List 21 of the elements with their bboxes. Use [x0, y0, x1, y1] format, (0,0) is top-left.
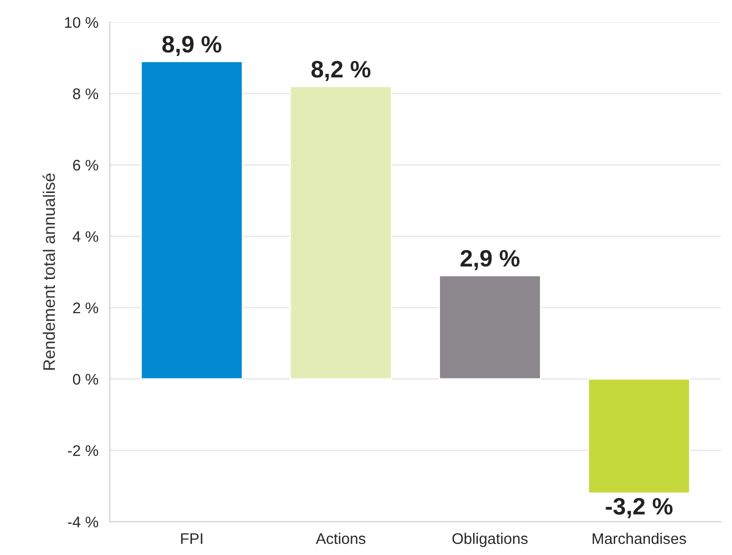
x-tick-label: FPI — [181, 533, 202, 544]
x-tick-label: Actions — [316, 532, 366, 544]
y-tick-label: 10 % — [65, 17, 98, 28]
data-label: 2,9 % — [460, 250, 520, 270]
data-label: -3,2 % — [606, 498, 673, 518]
y-tick-label: -2 % — [68, 445, 98, 456]
data-label: 8,9 % — [162, 36, 222, 56]
y-tick-label: 0 % — [72, 374, 98, 385]
x-tick-label: Obligations — [452, 532, 528, 548]
x-tick-label: Marchandises — [592, 532, 686, 544]
y-tick-label: 8 % — [73, 88, 98, 100]
y-axis-title: Rendement total annualisé — [42, 174, 56, 370]
y-tick-label: 6 % — [73, 160, 98, 171]
data-label: 8,2 % — [311, 60, 370, 82]
bar — [140, 60, 244, 380]
y-tick-label: 2 % — [73, 302, 98, 314]
bar — [588, 378, 690, 494]
bar — [438, 274, 542, 380]
bar — [289, 86, 392, 380]
y-tick-label: 4 % — [72, 231, 98, 242]
y-tick-label: -4 % — [68, 516, 98, 528]
